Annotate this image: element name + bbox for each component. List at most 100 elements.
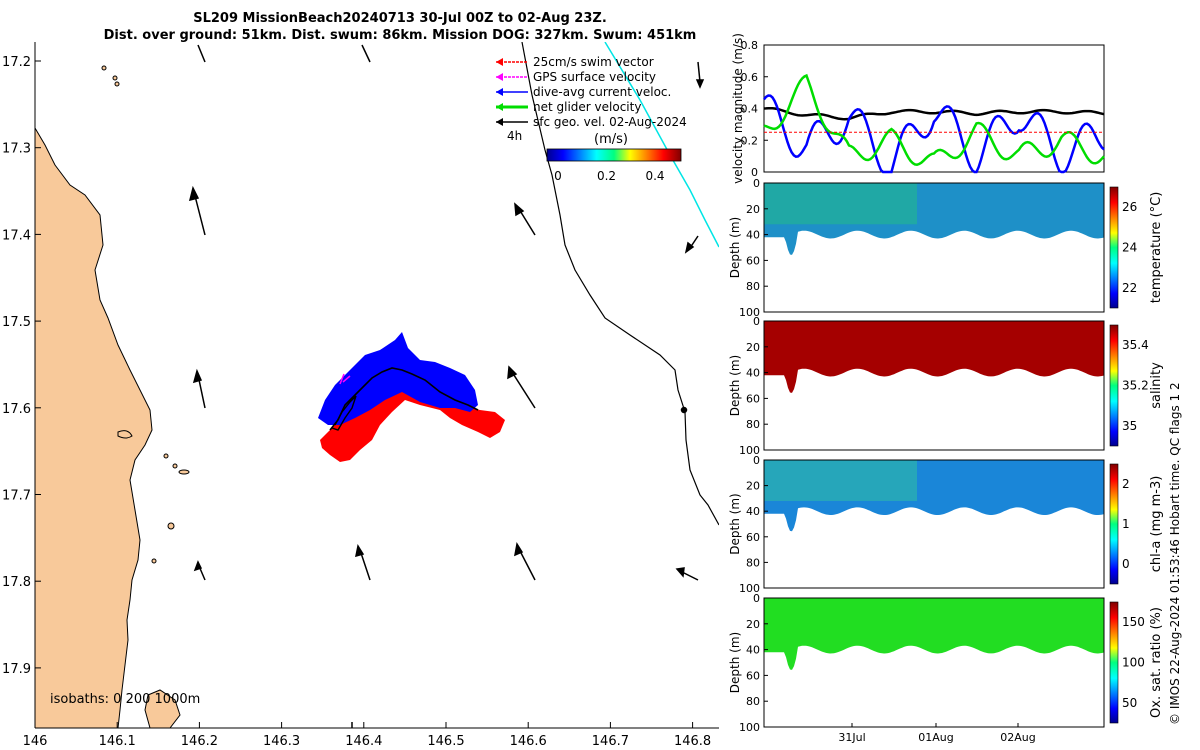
map-x-tick-label: 146.2 bbox=[181, 734, 218, 749]
map-y-tick-label: 17.2 bbox=[2, 55, 31, 70]
section-y-tick-label: 40 bbox=[746, 367, 760, 380]
section-colorbar-tick-label: 35.2 bbox=[1122, 379, 1149, 393]
map-x-tick-label: 146.1 bbox=[99, 734, 136, 749]
glider-track bbox=[329, 367, 479, 431]
interval-label: 4h bbox=[507, 129, 522, 143]
section-colorbar bbox=[1109, 186, 1119, 309]
section-y-label: Depth (m) bbox=[728, 217, 742, 278]
section-colorbar-tick-label: 26 bbox=[1122, 200, 1137, 214]
section-axes-frame bbox=[763, 182, 1105, 313]
coastline-land bbox=[35, 127, 153, 728]
section-y-tick-label: 40 bbox=[746, 505, 760, 518]
geo-arrow bbox=[361, 44, 371, 63]
section-y-tick-label: 0 bbox=[753, 315, 760, 328]
section-colorbar bbox=[1109, 601, 1119, 724]
section-colorbar-tick-label: 100 bbox=[1122, 656, 1145, 670]
legend-label-current: dive-avg current veloc. bbox=[533, 85, 671, 99]
section-colorbar bbox=[1109, 463, 1119, 585]
section-y-tick-label: 100 bbox=[739, 306, 760, 319]
map-x-tick-label: 146.6 bbox=[510, 734, 547, 749]
island bbox=[163, 453, 169, 459]
section-y-tick-label: 80 bbox=[746, 556, 760, 569]
speed-colorbar-ticks: 0 0.2 0.4 bbox=[554, 169, 664, 183]
island bbox=[167, 522, 175, 530]
legend-label-net: net glider velocity bbox=[533, 100, 641, 114]
section-colorbar-tick-label: 1 bbox=[1122, 517, 1130, 531]
section-y-label: Depth (m) bbox=[728, 355, 742, 416]
velocity-y-tick-label: 0.8 bbox=[741, 39, 759, 52]
section-surface-layer bbox=[764, 460, 917, 501]
geo-arrow bbox=[355, 544, 371, 581]
map-y-tick-label: 17.7 bbox=[2, 489, 31, 504]
section-y-tick-label: 0 bbox=[753, 177, 760, 190]
speed-colorbar-tick-label: 0 bbox=[554, 169, 562, 183]
section-colorbar-tick-label: 0 bbox=[1122, 557, 1130, 571]
velocity-y-label: velocity magnitude (m/s) bbox=[731, 33, 745, 184]
map-y-tick-label: 17.3 bbox=[2, 142, 31, 157]
velocity-y-tick-label: 0.6 bbox=[741, 71, 759, 84]
glider-track-loop bbox=[331, 395, 357, 431]
section-surface-layer bbox=[764, 183, 917, 225]
geo-arrow bbox=[188, 185, 206, 236]
section-y-tick-label: 20 bbox=[746, 341, 760, 354]
title-line-2: Dist. over ground: 51km. Dist. swum: 86k… bbox=[103, 28, 697, 43]
island bbox=[172, 463, 178, 469]
velocity-series-1 bbox=[763, 94, 1105, 174]
section-y-tick-label: 80 bbox=[746, 280, 760, 293]
geo-arrow bbox=[695, 61, 705, 89]
section-colorbar-tick-label: 2 bbox=[1122, 477, 1130, 491]
section-colorbar-label: temperature (°C) bbox=[1149, 192, 1164, 304]
geo-arrow bbox=[680, 406, 688, 414]
map-y-tick-label: 17.4 bbox=[2, 228, 31, 243]
section-y-tick-label: 100 bbox=[739, 582, 760, 595]
map-y-tick-label: 17.8 bbox=[2, 575, 31, 590]
island bbox=[151, 558, 157, 564]
isobaths-label: isobaths: 0 200 1000m bbox=[50, 692, 200, 707]
section-x-tick-label: 02Aug bbox=[1000, 731, 1035, 744]
geo-arrow bbox=[514, 202, 536, 236]
section-y-tick-label: 80 bbox=[746, 418, 760, 431]
isobath-200m bbox=[521, 42, 719, 526]
gps-vectors bbox=[339, 373, 351, 385]
velocity-y-tick-label: 0.2 bbox=[741, 134, 759, 147]
map-y-tick-label: 17.6 bbox=[2, 402, 31, 417]
geo-velocity-arrows bbox=[188, 44, 705, 728]
map-y-tick-label: 17.9 bbox=[2, 662, 31, 677]
section-axes-frame bbox=[763, 597, 1105, 728]
legend-arrowhead-gps bbox=[496, 73, 503, 81]
current-vector-fan bbox=[318, 332, 478, 425]
section-panel-4: 0 20 40 60 80 100 Depth (m) 150 100 50 Ox. sat. ra… bbox=[728, 592, 1164, 744]
map-y-ticks: 17.2 17.3 17.4 17.5 17.6 17.7 17.8 17.9 bbox=[2, 55, 41, 677]
section-panel-3: 0 20 40 60 80 100 Depth (m) 2 1 0 chl-a (mg m-3) bbox=[728, 454, 1164, 595]
map-x-tick-label: 146.8 bbox=[674, 734, 711, 749]
island bbox=[144, 689, 181, 728]
section-y-tick-label: 20 bbox=[746, 618, 760, 631]
geo-arrow bbox=[514, 541, 536, 581]
section-colorbar-label: salinity bbox=[1149, 362, 1164, 409]
geo-arrow bbox=[684, 235, 699, 254]
colorbar-title: (m/s) bbox=[594, 132, 628, 147]
geo-arrow bbox=[507, 365, 536, 409]
speed-colorbar bbox=[546, 148, 682, 162]
geo-arrow bbox=[193, 560, 206, 581]
section-y-tick-label: 60 bbox=[746, 392, 760, 405]
map-x-tick-label: 146.4 bbox=[345, 734, 382, 749]
map-x-ticks: 146 146.1 146.2 146.3 146.4 146.5 146.6 146.7 14… bbox=[23, 722, 711, 749]
legend-arrowhead-swim bbox=[496, 58, 503, 66]
map-x-tick-label: 146.5 bbox=[427, 734, 464, 749]
map-panel: 146 146.1 146.2 146.3 146.4 146.5 146.6 146.7 14… bbox=[2, 42, 719, 749]
map-y-tick-label: 17.5 bbox=[2, 315, 31, 330]
section-colorbar-tick-label: 22 bbox=[1122, 281, 1137, 295]
island bbox=[117, 430, 133, 439]
geo-arrow bbox=[675, 567, 699, 581]
section-colorbar-tick-label: 150 bbox=[1122, 615, 1145, 629]
section-y-tick-label: 60 bbox=[746, 669, 760, 682]
section-y-tick-label: 80 bbox=[746, 695, 760, 708]
section-y-tick-label: 100 bbox=[739, 444, 760, 457]
section-colorbar-tick-label: 50 bbox=[1122, 696, 1137, 710]
legend-arrowhead-current bbox=[496, 88, 503, 96]
title-line-1: SL209 MissionBeach20240713 30-Jul 00Z to… bbox=[193, 11, 607, 26]
section-surface-layer bbox=[764, 598, 917, 640]
